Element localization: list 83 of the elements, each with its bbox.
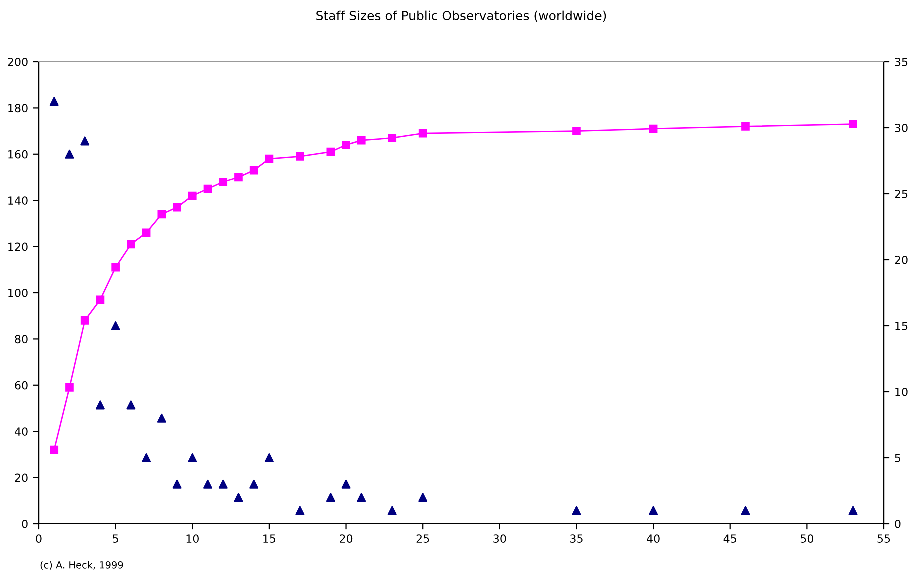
point	[848, 506, 858, 516]
y-tick-label: 60	[15, 381, 28, 390]
point	[742, 122, 750, 131]
y-tick-label: 120	[8, 242, 28, 252]
y-tick-label: 20	[15, 474, 28, 482]
y2-tick-label: 30	[895, 124, 908, 132]
point	[234, 493, 244, 502]
y-tick-label: 200	[8, 58, 28, 66]
point	[96, 400, 105, 410]
y-tick-label: 0	[22, 520, 28, 528]
point	[296, 506, 305, 516]
point	[50, 97, 59, 106]
point	[649, 506, 658, 516]
y-tick-label: 180	[8, 104, 28, 113]
point	[572, 506, 582, 516]
point	[326, 148, 336, 156]
point	[50, 446, 59, 454]
point	[218, 480, 228, 489]
x-tick-label: 35	[570, 534, 583, 544]
point	[296, 152, 304, 161]
point	[649, 124, 658, 134]
point	[127, 240, 136, 249]
y2-tick-label: 10	[896, 388, 908, 396]
point	[264, 454, 274, 462]
x-tick-label: 25	[416, 534, 430, 544]
x-tick-label: 20	[340, 534, 353, 544]
point	[112, 263, 120, 272]
x-tick-label: 5	[113, 534, 118, 544]
point	[418, 493, 428, 502]
point	[357, 493, 366, 502]
point	[250, 166, 258, 175]
point	[388, 134, 397, 142]
chart-title: Staff Sizes of Public Observatories (worldwide)	[316, 10, 606, 22]
point	[388, 506, 397, 516]
y2-tick-label: 35	[895, 58, 908, 66]
point	[572, 127, 581, 136]
x-tick-label: 50	[800, 534, 814, 544]
point	[250, 480, 259, 489]
y-tick-label: 140	[8, 196, 28, 205]
point	[126, 400, 136, 410]
x-tick-label: 40	[647, 534, 660, 544]
x-tick-label: 15	[264, 534, 276, 544]
y-tick-label: 160	[8, 150, 28, 159]
y-tick-label: 80	[15, 335, 28, 344]
point	[96, 296, 105, 304]
point	[80, 316, 90, 325]
point	[172, 480, 182, 489]
point	[65, 150, 74, 159]
point	[849, 120, 858, 129]
point	[342, 140, 350, 150]
point	[157, 414, 166, 423]
y2-tick-label: 15	[896, 322, 908, 330]
point	[188, 192, 197, 200]
point	[204, 480, 212, 489]
y-tick-label: 40	[14, 428, 28, 436]
point	[66, 384, 74, 392]
y2-tick-label: 0	[895, 520, 901, 528]
point	[158, 210, 166, 219]
y2-tick-label: 5	[895, 454, 901, 462]
point	[111, 322, 120, 330]
x-tick-label: 30	[494, 534, 506, 544]
point	[142, 228, 151, 238]
point	[80, 136, 90, 146]
y-tick-label: 100	[8, 288, 28, 298]
point	[741, 506, 750, 516]
x-tick-label: 55	[878, 534, 890, 544]
point	[173, 203, 182, 212]
x-tick-label: 45	[724, 534, 736, 544]
point	[188, 454, 198, 462]
y2-tick-label: 25	[895, 190, 908, 198]
point	[219, 178, 228, 186]
x-tick-label: 10	[186, 534, 199, 544]
y2-tick-label: 20	[895, 256, 908, 264]
point	[418, 129, 428, 138]
point	[357, 136, 366, 145]
point	[204, 184, 212, 194]
point	[326, 493, 336, 502]
point	[265, 154, 274, 164]
x-tick-label: 0	[36, 534, 42, 544]
point	[342, 480, 351, 489]
point	[234, 173, 243, 182]
point	[142, 454, 152, 462]
text: (c) A. Heck, 1999	[40, 561, 124, 570]
